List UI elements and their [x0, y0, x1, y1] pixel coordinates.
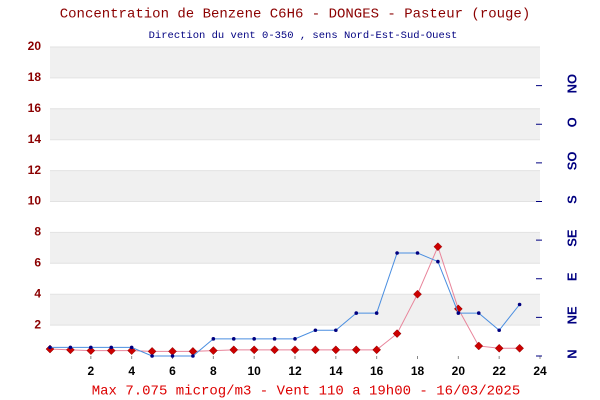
point [270, 345, 279, 355]
point [497, 328, 501, 333]
point [147, 347, 157, 356]
x-tick-label: 22 [492, 364, 506, 378]
point [517, 302, 522, 307]
point [374, 311, 379, 315]
point [68, 345, 73, 350]
x-tick-label: 24 [533, 364, 547, 378]
y2-tick-label: N [564, 349, 579, 358]
point [191, 354, 195, 358]
point [311, 345, 320, 355]
y-tick-label: 20 [28, 39, 42, 53]
x-tick-label: 2 [87, 364, 94, 378]
point [170, 354, 175, 358]
point [413, 289, 422, 299]
point [208, 346, 218, 355]
x-tick-label: 12 [288, 364, 302, 378]
point [293, 337, 297, 341]
series-line [50, 252, 520, 357]
y2-tick-label: NO [564, 74, 579, 94]
point [252, 337, 256, 341]
y2-tick-label: O [564, 117, 579, 127]
y-tick-label: 18 [28, 70, 42, 84]
grid-band [50, 108, 540, 140]
point [515, 343, 524, 353]
chart-subtitle: Direction du vent 0-350 , sens Nord-Est-… [149, 30, 458, 42]
point [331, 345, 341, 355]
y2-tick-label: E [564, 272, 579, 281]
point [109, 345, 114, 350]
point [272, 337, 277, 341]
y-tick-label: 16 [28, 101, 42, 115]
x-tick-label: 8 [210, 364, 217, 378]
point [89, 345, 93, 350]
point [395, 251, 399, 255]
point [334, 328, 338, 333]
grid-band [50, 294, 540, 326]
point [433, 242, 443, 252]
grid-band [50, 170, 540, 202]
y2-tick-label: NE [564, 306, 579, 324]
x-tick-label: 4 [128, 364, 135, 378]
point [415, 251, 420, 255]
point [106, 346, 116, 355]
grid-band [50, 232, 540, 264]
point [290, 345, 300, 355]
point [249, 345, 259, 355]
point [129, 345, 134, 350]
point [48, 345, 52, 350]
point [231, 337, 236, 341]
point [474, 341, 484, 351]
chart-title: Concentration de Benzene C6H6 - DONGES -… [60, 7, 530, 23]
y-tick-label: 12 [28, 163, 42, 177]
y-tick-label: 8 [34, 225, 41, 239]
y-tick-label: 14 [28, 132, 42, 146]
x-tick-label: 10 [247, 364, 261, 378]
point [351, 345, 361, 355]
footer: Max 7.075 microg/m3 - Vent 110 a 19h00 -… [92, 384, 520, 400]
x-tick-label: 20 [452, 364, 466, 378]
point [211, 337, 216, 341]
grid-band [50, 47, 540, 78]
x-tick-label: 16 [370, 364, 384, 378]
y-tick-label: 2 [34, 317, 41, 331]
point [392, 329, 402, 338]
y2-tick-label: SO [564, 151, 579, 170]
point [494, 343, 504, 353]
point [436, 259, 440, 264]
y-tick-label: 6 [34, 255, 41, 269]
point [86, 346, 96, 355]
y2-tick-label: S [564, 195, 579, 204]
y-tick-label: 10 [28, 194, 42, 208]
y-tick-label: 4 [34, 286, 41, 300]
point [313, 328, 318, 333]
point [476, 311, 481, 315]
point [229, 345, 239, 355]
y2-tick-label: SE [564, 229, 579, 247]
point [456, 311, 461, 315]
x-tick-label: 18 [411, 364, 425, 378]
point [150, 354, 154, 358]
x-tick-label: 14 [329, 364, 343, 378]
x-tick-label: 6 [169, 364, 176, 378]
point [354, 311, 359, 315]
point [168, 347, 177, 356]
point [372, 345, 382, 355]
